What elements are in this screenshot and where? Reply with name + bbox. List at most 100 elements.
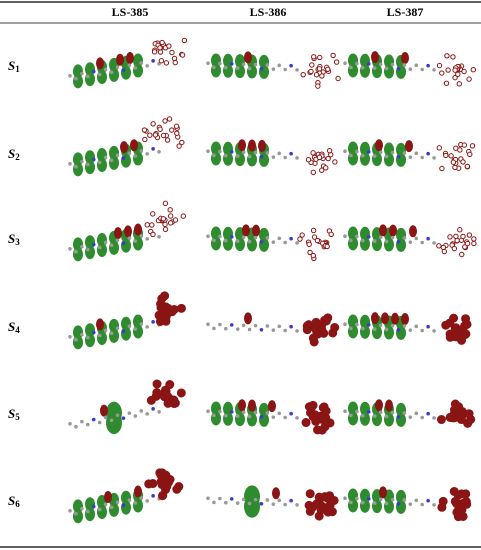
green-lobe [85,72,95,87]
row-index: 1 [15,64,20,74]
green-lobe [109,328,119,343]
green-lobe [73,499,83,514]
atom [361,326,365,331]
red-lobe [379,486,387,499]
cluster-atom [144,222,150,228]
green-lobe [372,499,382,514]
atom [378,410,383,415]
atom [349,500,353,505]
row-symbol: S [8,231,15,246]
atom [426,324,430,329]
atom [361,413,365,418]
atom [420,240,424,245]
green-lobe [244,495,260,518]
green-lobe [85,245,95,260]
green-lobe [73,247,83,262]
column-header: LS-385 [112,5,149,19]
atom [218,149,222,154]
cluster-atom [155,316,165,326]
red-lobe [130,139,138,152]
cluster-atom [462,319,472,329]
atom [432,416,436,420]
row-label: S1 [8,58,20,74]
atom [408,328,413,332]
atom [151,320,155,324]
atom [259,240,264,244]
atom [218,234,222,239]
atom [408,67,413,71]
green-lobe [360,324,370,339]
atom [402,324,407,328]
cluster-atom [152,388,162,398]
atom [91,242,96,247]
atom [426,498,430,503]
cluster-atom [302,321,312,331]
orbital-image [206,312,340,347]
cluster-atom [167,220,174,226]
atom [259,502,264,506]
green-lobe [360,63,370,78]
cluster-atom [461,497,471,507]
cluster-atom [443,152,449,159]
cluster-atom [319,167,325,173]
cluster-atom [308,68,314,75]
cluster-atom [307,249,313,256]
cluster-atom [157,126,163,132]
red-lobe [242,224,250,237]
atom [253,150,258,155]
atom [247,239,252,244]
cluster-atom [449,486,459,496]
orbital-image [68,291,186,350]
cluster-atom [315,83,321,89]
atom [121,156,126,160]
atom [283,328,287,333]
cluster-atom [171,55,178,62]
cluster-atom [164,137,171,143]
atom [247,327,252,332]
green-lobe [247,152,257,167]
atom [91,504,96,509]
cluster-atom [163,60,170,66]
cluster-atom [328,231,334,238]
column-header: LS-387 [387,5,424,19]
cluster-atom [441,320,451,330]
atom [121,503,126,507]
atom [91,417,96,422]
cluster-atom [313,72,320,78]
cells [68,37,477,524]
atom [390,323,395,328]
green-lobe [247,412,257,427]
atom [241,150,246,155]
atom [289,236,293,241]
orbital-image [206,485,339,521]
cluster-atom [310,227,317,234]
green-lobe [372,237,382,252]
atom [229,410,234,414]
atom [206,496,210,501]
atom [80,332,84,337]
atom [432,156,436,160]
green-lobe [97,70,107,85]
red-lobe [134,223,142,236]
green-lobe [85,333,95,348]
atom [414,236,419,241]
atom [402,236,407,240]
green-lobe [223,63,233,78]
green-lobe [85,160,95,175]
cluster-atom [150,231,156,238]
atom [115,153,120,158]
atom [426,63,430,68]
cluster-atom [179,139,185,146]
cluster-atom [445,67,451,73]
row-label: S2 [8,146,20,162]
cluster-atom [316,154,323,161]
atom [396,415,401,419]
cluster-atom [142,136,148,143]
cluster-atom [141,127,148,133]
cluster-atom [454,237,460,244]
atom [103,415,108,420]
atom [206,234,210,238]
cluster-atom [439,70,445,76]
green-lobe [259,237,269,252]
